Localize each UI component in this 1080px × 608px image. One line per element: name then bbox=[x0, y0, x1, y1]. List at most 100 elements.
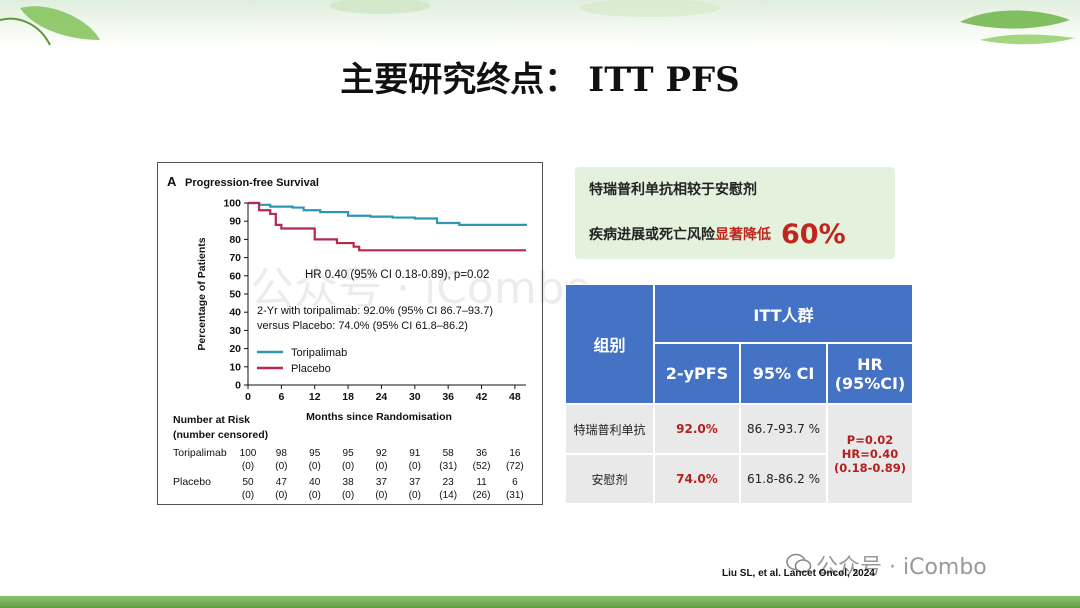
y-tick-label: 40 bbox=[229, 307, 241, 319]
risk-censored-value: (0) bbox=[242, 461, 254, 472]
row-2-ci: 61.8-86.2 % bbox=[740, 454, 827, 504]
summary-callout: 特瑞普利单抗相较于安慰剂 疾病进展或死亡风险显著降低 60% bbox=[575, 167, 895, 259]
y-tick-label: 0 bbox=[235, 380, 241, 392]
faint-watermark: 公众号 · iCombo bbox=[250, 263, 592, 314]
risk-censored-value: (0) bbox=[375, 461, 387, 472]
risk-censored-value: (0) bbox=[342, 461, 354, 472]
pfs-chart: A Progression-free Survival Percentage o… bbox=[167, 174, 528, 501]
x-axis-label: Months since Randomisation bbox=[306, 411, 452, 423]
risk-censored-value: (0) bbox=[342, 490, 354, 501]
risk-censored-value: (14) bbox=[439, 490, 457, 501]
x-tick-label: 36 bbox=[442, 391, 454, 403]
hr-annotation: HR 0.40 (95% CI 0.18-0.89), p=0.02 bbox=[305, 269, 489, 281]
series-line-placebo bbox=[248, 201, 526, 252]
row-1-ci: 86.7-93.7 % bbox=[740, 404, 827, 454]
risk-table-title-1: Number at Risk bbox=[173, 414, 250, 426]
risk-at-risk-value: 95 bbox=[343, 448, 355, 459]
leaf-decoration-left bbox=[0, 6, 100, 46]
slide-title-en: ITT PFS bbox=[588, 60, 740, 100]
x-tick-label: 24 bbox=[376, 391, 388, 403]
risk-censored-value: (0) bbox=[375, 490, 387, 501]
risk-at-risk-value: 11 bbox=[476, 477, 487, 488]
y-axis-label: Percentage of Patients bbox=[196, 237, 208, 350]
risk-censored-value: (0) bbox=[309, 490, 321, 501]
hr-ci: (0.18-0.89) bbox=[833, 461, 907, 475]
callout-line-2: 疾病进展或死亡风险显著降低 60% bbox=[589, 219, 846, 250]
hr-merged-cell: P=0.02 HR=0.40 (0.18-0.89) bbox=[827, 404, 913, 504]
risk-at-risk-value: 37 bbox=[409, 477, 421, 488]
risk-censored-value: (72) bbox=[506, 461, 524, 472]
y-tick-label: 50 bbox=[229, 289, 241, 301]
callout-value: 60% bbox=[781, 219, 846, 250]
series-line-toripalimab bbox=[248, 201, 528, 226]
risk-censored-value: (0) bbox=[309, 461, 321, 472]
risk-at-risk-value: 36 bbox=[476, 448, 488, 459]
y-tick-label: 80 bbox=[229, 234, 241, 246]
legend-label-placebo: Placebo bbox=[291, 363, 331, 375]
risk-censored-value: (0) bbox=[275, 490, 287, 501]
risk-censored-value: (31) bbox=[439, 461, 457, 472]
legend-label-toripalimab: Toripalimab bbox=[291, 347, 347, 359]
callout-line-1: 特瑞普利单抗相较于安慰剂 bbox=[589, 182, 757, 198]
y-tick-label: 60 bbox=[229, 270, 241, 282]
risk-censored-value: (52) bbox=[473, 461, 491, 472]
risk-at-risk-value: 58 bbox=[443, 448, 455, 459]
risk-at-risk-value: 16 bbox=[509, 448, 521, 459]
citation: Liu SL, et al. Lancet Oncol, 2024 bbox=[722, 568, 875, 579]
slide-title-cn: 主要研究终点： bbox=[340, 60, 579, 100]
risk-at-risk-value: 23 bbox=[443, 477, 455, 488]
risk-at-risk-value: 37 bbox=[376, 477, 388, 488]
panel-label: A bbox=[167, 174, 177, 189]
leaf-decoration-right bbox=[960, 10, 1075, 45]
header-pfs: 2-yPFS bbox=[654, 343, 740, 404]
itt-results-table: 组别 ITT人群 2-yPFS 95% CI HR (95%CI) 特瑞普利单抗… bbox=[565, 284, 913, 504]
header-hr: HR (95%CI) bbox=[827, 343, 913, 404]
series-layer bbox=[248, 201, 528, 252]
risk-at-risk-value: 40 bbox=[309, 477, 321, 488]
x-tick-label: 30 bbox=[409, 391, 421, 403]
row-1-pfs: 92.0% bbox=[654, 404, 740, 454]
callout-normal-text: 疾病进展或死亡风险 bbox=[589, 227, 715, 243]
hr-p-value: P=0.02 bbox=[846, 433, 894, 447]
callout-highlight-text: 显著降低 bbox=[715, 227, 771, 243]
chart-title: Progression-free Survival bbox=[185, 177, 319, 189]
risk-censored-value: (31) bbox=[506, 490, 524, 501]
bottom-bar bbox=[0, 596, 1080, 608]
y-tick-label: 70 bbox=[229, 252, 241, 264]
risk-table-title-2: (number censored) bbox=[173, 429, 268, 441]
top-banner bbox=[0, 0, 1080, 48]
risk-censored-value: (0) bbox=[409, 490, 421, 501]
header-ci: 95% CI bbox=[740, 343, 827, 404]
header-group: 组别 bbox=[565, 284, 654, 404]
risk-at-risk-value: 6 bbox=[512, 477, 518, 488]
risk-at-risk-value: 100 bbox=[240, 448, 257, 459]
y-tick-label: 30 bbox=[229, 325, 241, 337]
risk-censored-value: (0) bbox=[242, 490, 254, 501]
y-tick-label: 100 bbox=[223, 198, 241, 210]
row-2-group: 安慰剂 bbox=[565, 454, 654, 504]
risk-at-risk-value: 91 bbox=[409, 448, 421, 459]
risk-row-name: Toripalimab bbox=[173, 447, 227, 459]
risk-at-risk-value: 98 bbox=[276, 448, 288, 459]
risk-at-risk-value: 47 bbox=[276, 477, 288, 488]
row-2-pfs: 74.0% bbox=[654, 454, 740, 504]
x-tick-label: 42 bbox=[476, 391, 488, 403]
risk-at-risk-value: 50 bbox=[242, 477, 254, 488]
axes: 0 10 20 30 40 50 60 70 80 90 100 0 6 12 18 24 30 36 42 48 bbox=[223, 198, 526, 403]
watermark-text: 公众号 · iCombo bbox=[816, 555, 987, 580]
risk-at-risk-value: 38 bbox=[343, 477, 355, 488]
y-tick-label: 10 bbox=[229, 361, 241, 373]
x-tick-label: 6 bbox=[278, 391, 284, 403]
header-hr-line1: HR bbox=[857, 354, 883, 374]
risk-censored-value: (0) bbox=[409, 461, 421, 472]
header-hr-line2: (95%CI) bbox=[834, 373, 906, 393]
risk-at-risk-value: 95 bbox=[309, 448, 321, 459]
pfs-chart-panel: A Progression-free Survival Percentage o… bbox=[157, 162, 543, 505]
leaf-decoration-center bbox=[330, 0, 720, 17]
two-year-annotation-1: 2-Yr with toripalimab: 92.0% (95% CI 86.… bbox=[257, 305, 493, 317]
hr-value: HR=0.40 bbox=[841, 447, 899, 461]
header-itt: ITT人群 bbox=[654, 284, 913, 343]
risk-table: Toripalimab 100 (0) 98 (0) 95 (0) 95 (0) 92 (0) 91 (… bbox=[173, 447, 524, 501]
row-1-group: 特瑞普利单抗 bbox=[565, 404, 654, 454]
x-tick-label: 0 bbox=[245, 391, 251, 403]
